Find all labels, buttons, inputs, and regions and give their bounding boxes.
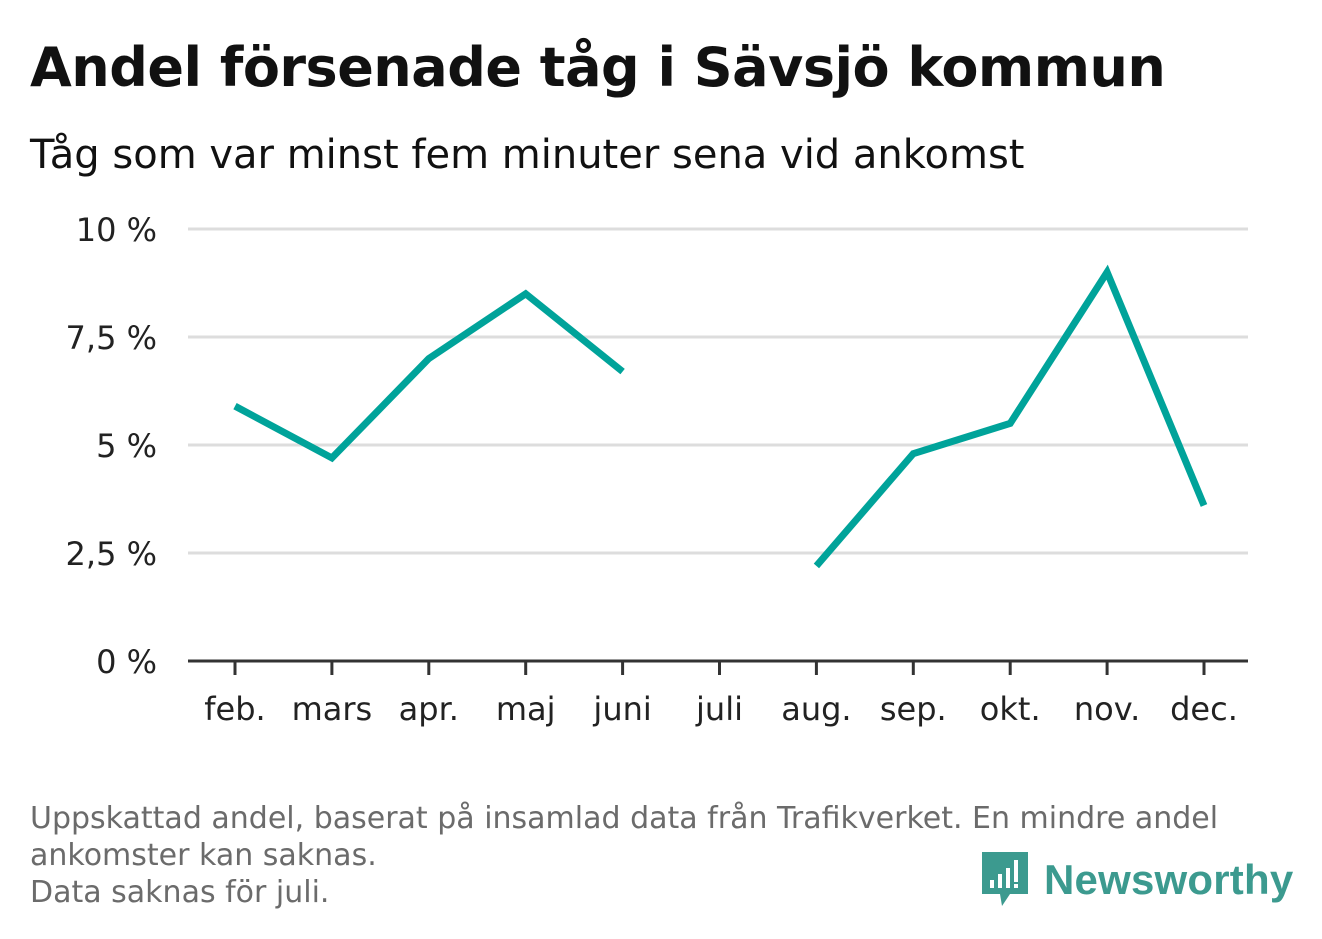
y-tick-label: 5 % xyxy=(96,427,157,465)
x-tick-label: feb. xyxy=(204,690,265,728)
x-tick-label: mars xyxy=(292,690,373,728)
y-tick-label: 2,5 % xyxy=(66,535,157,573)
series-line-segment xyxy=(813,264,1208,569)
line-chart: 0 % 2,5 % 5 % 7,5 % 10 % feb. mars apr. maj juni… xyxy=(66,211,1248,728)
chart-subtitle: Tåg som var minst fem minuter sena vid a… xyxy=(30,132,1025,178)
y-axis-ticks: 0 % 2,5 % 5 % 7,5 % 10 % xyxy=(66,211,157,681)
y-tick-label: 10 % xyxy=(76,211,157,249)
x-axis: feb. mars apr. maj juni juli aug. sep. okt. nov. d… xyxy=(188,659,1248,728)
y-tick-label: 0 % xyxy=(96,643,157,681)
brand-name: Newsworthy xyxy=(1044,856,1294,903)
x-tick-label: nov. xyxy=(1074,690,1140,728)
footnote-line: Data saknas för juli. xyxy=(30,875,330,910)
brand-logo: Newsworthy xyxy=(980,850,1293,910)
footnote: Uppskattad andel, baserat på insamlad da… xyxy=(30,800,1280,911)
series-line-segment xyxy=(233,289,625,463)
x-tick-label: juni xyxy=(592,690,651,728)
x-tick-label: juli xyxy=(695,690,743,728)
y-tick-label: 7,5 % xyxy=(66,319,157,357)
x-tick-label: sep. xyxy=(880,690,947,728)
x-tick-label: aug. xyxy=(781,690,851,728)
x-tick-label: maj xyxy=(496,690,556,728)
x-tick-label: okt. xyxy=(980,690,1041,728)
series-lines xyxy=(233,264,1208,569)
chart-title: Andel försenade tåg i Sävsjö kommun xyxy=(30,36,1166,99)
x-tick-label: dec. xyxy=(1170,690,1238,728)
footnote-line: Uppskattad andel, baserat på insamlad da… xyxy=(30,801,1219,836)
footnote-line: ankomster kan saknas. xyxy=(30,838,377,873)
newsworthy-logo-icon xyxy=(982,852,1028,906)
x-tick-label: apr. xyxy=(399,690,459,728)
grid-lines xyxy=(188,227,1248,555)
